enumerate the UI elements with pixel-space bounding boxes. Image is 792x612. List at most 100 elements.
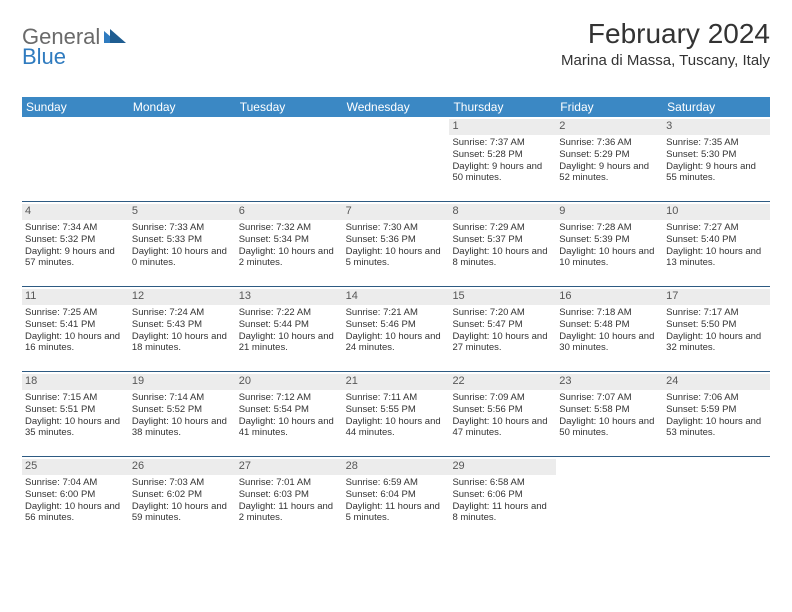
- daylight-text: Daylight: 10 hours and 47 minutes.: [452, 416, 553, 440]
- sunrise-text: Sunrise: 7:06 AM: [666, 392, 767, 404]
- daylight-text: Daylight: 9 hours and 55 minutes.: [666, 161, 767, 185]
- sunrise-text: Sunrise: 7:36 AM: [559, 137, 660, 149]
- day-number: 19: [129, 374, 236, 390]
- location-label: Marina di Massa, Tuscany, Italy: [561, 52, 770, 69]
- daylight-text: Daylight: 10 hours and 13 minutes.: [666, 246, 767, 270]
- sunset-text: Sunset: 5:33 PM: [132, 234, 233, 246]
- daylight-text: Daylight: 10 hours and 59 minutes.: [132, 501, 233, 525]
- day-number: 5: [129, 204, 236, 220]
- day-cell: 17Sunrise: 7:17 AMSunset: 5:50 PMDayligh…: [663, 287, 770, 371]
- day-number: 26: [129, 459, 236, 475]
- dow-thursday: Thursday: [449, 97, 556, 117]
- sunset-text: Sunset: 5:48 PM: [559, 319, 660, 331]
- day-number: 7: [343, 204, 450, 220]
- sunrise-text: Sunrise: 7:34 AM: [25, 222, 126, 234]
- sunset-text: Sunset: 5:34 PM: [239, 234, 340, 246]
- daylight-text: Daylight: 11 hours and 2 minutes.: [239, 501, 340, 525]
- day-cell: 24 Sunrise: 7:06 AMSunset: 5:59 PMDayligh…: [663, 372, 770, 456]
- daylight-text: Daylight: 10 hours and 35 minutes.: [25, 416, 126, 440]
- day-number: 6: [236, 204, 343, 220]
- dow-tuesday: Tuesday: [236, 97, 343, 117]
- day-number: 2: [556, 119, 663, 135]
- sunrise-text: Sunrise: 7:09 AM: [452, 392, 553, 404]
- sunset-text: Sunset: 6:03 PM: [239, 489, 340, 501]
- sunset-text: Sunset: 6:04 PM: [346, 489, 447, 501]
- day-number: 10: [663, 204, 770, 220]
- daylight-text: Daylight: 10 hours and 30 minutes.: [559, 331, 660, 355]
- empty-cell: [663, 457, 770, 541]
- day-cell: 9Sunrise: 7:28 AMSunset: 5:39 PMDaylight…: [556, 202, 663, 286]
- daylight-text: Daylight: 10 hours and 53 minutes.: [666, 416, 767, 440]
- dow-monday: Monday: [129, 97, 236, 117]
- daylight-text: Daylight: 10 hours and 56 minutes.: [25, 501, 126, 525]
- sunrise-text: Sunrise: 7:12 AM: [239, 392, 340, 404]
- sunrise-text: Sunrise: 6:59 AM: [346, 477, 447, 489]
- daylight-text: Daylight: 10 hours and 44 minutes.: [346, 416, 447, 440]
- dow-friday: Friday: [556, 97, 663, 117]
- day-number: 24: [663, 374, 770, 390]
- daylight-text: Daylight: 11 hours and 8 minutes.: [452, 501, 553, 525]
- day-cell: 23Sunrise: 7:07 AMSunset: 5:58 PMDayligh…: [556, 372, 663, 456]
- day-of-week-header: SundayMondayTuesdayWednesdayThursdayFrid…: [22, 97, 770, 117]
- daylight-text: Daylight: 10 hours and 21 minutes.: [239, 331, 340, 355]
- sunset-text: Sunset: 5:56 PM: [452, 404, 553, 416]
- day-cell: 25Sunrise: 7:04 AMSunset: 6:00 PMDayligh…: [22, 457, 129, 541]
- month-title: February 2024: [561, 18, 770, 50]
- day-cell: 5Sunrise: 7:33 AMSunset: 5:33 PMDaylight…: [129, 202, 236, 286]
- calendar-grid: SundayMondayTuesdayWednesdayThursdayFrid…: [22, 97, 770, 541]
- logo-sub: Blue: [22, 44, 66, 70]
- calendar-page: General February 2024 Marina di Massa, T…: [0, 0, 792, 541]
- day-number: 16: [556, 289, 663, 305]
- day-number: 18: [22, 374, 129, 390]
- daylight-text: Daylight: 9 hours and 52 minutes.: [559, 161, 660, 185]
- daylight-text: Daylight: 10 hours and 16 minutes.: [25, 331, 126, 355]
- daylight-text: Daylight: 10 hours and 10 minutes.: [559, 246, 660, 270]
- day-number: 17: [663, 289, 770, 305]
- daylight-text: Daylight: 11 hours and 5 minutes.: [346, 501, 447, 525]
- daylight-text: Daylight: 10 hours and 8 minutes.: [452, 246, 553, 270]
- sunrise-text: Sunrise: 7:11 AM: [346, 392, 447, 404]
- day-cell: 29Sunrise: 6:58 AMSunset: 6:06 PMDayligh…: [449, 457, 556, 541]
- sunset-text: Sunset: 5:52 PM: [132, 404, 233, 416]
- daylight-text: Daylight: 10 hours and 27 minutes.: [452, 331, 553, 355]
- sunset-text: Sunset: 5:50 PM: [666, 319, 767, 331]
- empty-cell: [22, 117, 129, 201]
- title-block: February 2024 Marina di Massa, Tuscany, …: [561, 18, 770, 69]
- sunrise-text: Sunrise: 7:30 AM: [346, 222, 447, 234]
- sunset-text: Sunset: 5:54 PM: [239, 404, 340, 416]
- sunset-text: Sunset: 5:47 PM: [452, 319, 553, 331]
- day-cell: 27Sunrise: 7:01 AMSunset: 6:03 PMDayligh…: [236, 457, 343, 541]
- sunset-text: Sunset: 5:59 PM: [666, 404, 767, 416]
- sunrise-text: Sunrise: 7:29 AM: [452, 222, 553, 234]
- sunrise-text: Sunrise: 7:03 AM: [132, 477, 233, 489]
- sunrise-text: Sunrise: 7:33 AM: [132, 222, 233, 234]
- day-number: 11: [22, 289, 129, 305]
- sunrise-text: Sunrise: 7:07 AM: [559, 392, 660, 404]
- day-number: 3: [663, 119, 770, 135]
- sunset-text: Sunset: 5:36 PM: [346, 234, 447, 246]
- sunrise-text: Sunrise: 7:18 AM: [559, 307, 660, 319]
- sunrise-text: Sunrise: 7:20 AM: [452, 307, 553, 319]
- day-cell: 18Sunrise: 7:15 AMSunset: 5:51 PMDayligh…: [22, 372, 129, 456]
- daylight-text: Daylight: 9 hours and 50 minutes.: [452, 161, 553, 185]
- week-row: 18Sunrise: 7:15 AMSunset: 5:51 PMDayligh…: [22, 371, 770, 456]
- daylight-text: Daylight: 10 hours and 41 minutes.: [239, 416, 340, 440]
- dow-wednesday: Wednesday: [343, 97, 450, 117]
- sunset-text: Sunset: 5:51 PM: [25, 404, 126, 416]
- day-number: 29: [449, 459, 556, 475]
- day-number: 1: [449, 119, 556, 135]
- day-cell: 19Sunrise: 7:14 AMSunset: 5:52 PMDayligh…: [129, 372, 236, 456]
- day-cell: 26Sunrise: 7:03 AMSunset: 6:02 PMDayligh…: [129, 457, 236, 541]
- day-number: 12: [129, 289, 236, 305]
- day-cell: 15Sunrise: 7:20 AMSunset: 5:47 PMDayligh…: [449, 287, 556, 371]
- sunrise-text: Sunrise: 7:37 AM: [452, 137, 553, 149]
- sunrise-text: Sunrise: 7:04 AM: [25, 477, 126, 489]
- day-cell: 21Sunrise: 7:11 AMSunset: 5:55 PMDayligh…: [343, 372, 450, 456]
- logo-triangle-icon: [104, 27, 126, 48]
- day-cell: 12Sunrise: 7:24 AMSunset: 5:43 PMDayligh…: [129, 287, 236, 371]
- header: General February 2024 Marina di Massa, T…: [22, 18, 770, 69]
- week-row: 1Sunrise: 7:37 AMSunset: 5:28 PMDaylight…: [22, 117, 770, 201]
- weeks-container: 1Sunrise: 7:37 AMSunset: 5:28 PMDaylight…: [22, 117, 770, 541]
- daylight-text: Daylight: 10 hours and 18 minutes.: [132, 331, 233, 355]
- day-cell: 14Sunrise: 7:21 AMSunset: 5:46 PMDayligh…: [343, 287, 450, 371]
